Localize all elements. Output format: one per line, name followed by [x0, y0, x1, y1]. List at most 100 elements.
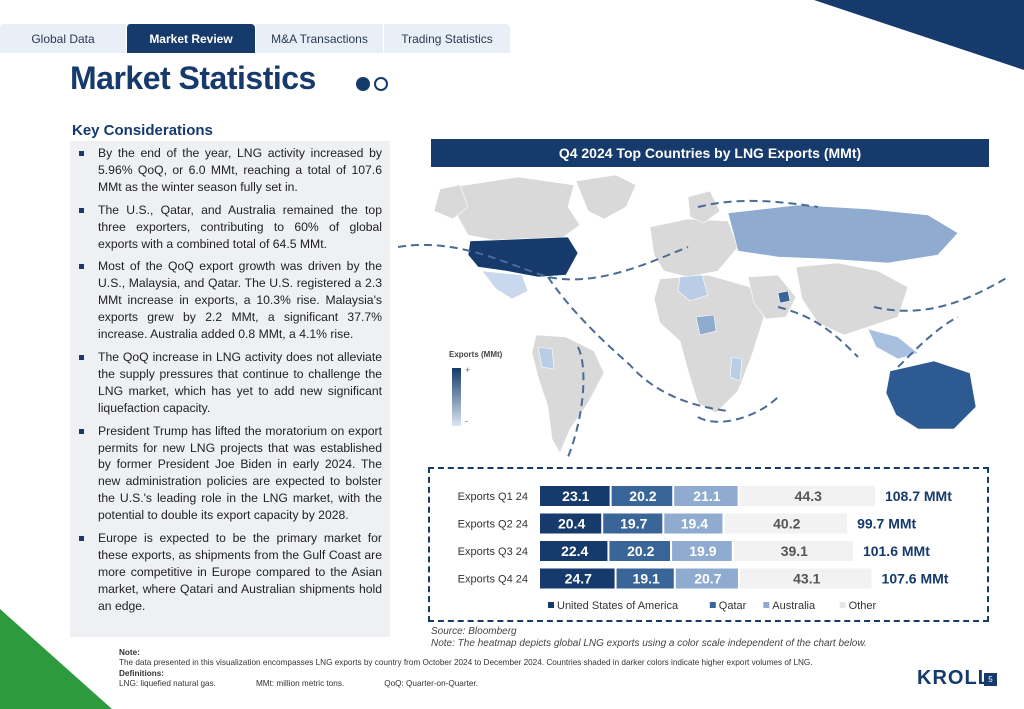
- bar-segment: [609, 541, 671, 561]
- map-legend-gradient: [452, 368, 461, 426]
- bar-total-label: 107.6 MMt: [882, 571, 949, 587]
- map-legend-label: Exports (MMt): [449, 350, 503, 359]
- map-legend: Exports (MMt) + -: [449, 350, 529, 430]
- bar-segment: [540, 568, 615, 589]
- bar-segment: [540, 513, 602, 534]
- tab-ma-transactions[interactable]: M&A Transactions: [255, 24, 383, 53]
- bar-total-label: 99.7 MMt: [857, 516, 916, 532]
- map-title: Q4 2024 Top Countries by LNG Exports (MM…: [431, 139, 989, 167]
- bullet-item: Europe is expected to be the primary mar…: [78, 530, 382, 615]
- map-africa: [653, 274, 765, 414]
- bar-segment: [664, 513, 723, 534]
- bar-category-label: Exports Q3 24: [458, 546, 528, 558]
- legend-swatch: [548, 602, 554, 608]
- bar-value-label: 20.4: [558, 516, 585, 532]
- legend-label: United States of America: [557, 600, 679, 612]
- map-mozambique: [729, 356, 743, 382]
- map-mexico: [481, 270, 529, 300]
- bar-segment: [739, 568, 872, 589]
- tab-market-review[interactable]: Market Review: [126, 24, 255, 53]
- bar-value-label: 43.1: [793, 571, 820, 587]
- bar-value-label: 39.1: [781, 543, 808, 559]
- route-australia-asia: [897, 316, 959, 368]
- bar-category-label: Exports Q4 24: [458, 574, 528, 586]
- exports-bar-chart: Exports Q1 24 23.1 20.2 21.1 44.3 108.7 MMt Ex…: [428, 467, 989, 622]
- key-considerations-box: By the end of the year, LNG activity inc…: [70, 141, 390, 637]
- page-title: Market Statistics: [70, 60, 316, 96]
- route-cape: [697, 396, 779, 423]
- bullet-item: The U.S., Qatar, and Australia remained …: [78, 202, 382, 253]
- source-text: Source: Bloomberg: [431, 626, 517, 637]
- tab-global-data[interactable]: Global Data: [0, 24, 126, 53]
- def-qoq: QoQ: Quarter-on-Quarter.: [384, 679, 478, 689]
- bar-value-label: 19.4: [681, 516, 708, 532]
- bar-category-label: Exports Q2 24: [458, 519, 528, 531]
- legend-swatch: [763, 602, 770, 608]
- bar-segment: [616, 568, 674, 589]
- legend-swatch: [839, 602, 846, 608]
- kroll-logo: KROLL: [917, 667, 991, 689]
- bar-total-label: 108.7 MMt: [885, 488, 952, 504]
- map-nigeria: [695, 314, 717, 336]
- page-dot-active: [356, 77, 370, 91]
- map-peru: [537, 346, 555, 370]
- footnote-defs-label: Definitions:: [119, 668, 165, 678]
- bar-value-label: 21.1: [693, 488, 720, 504]
- tab-bar: Global Data Market Review M&A Transactio…: [0, 24, 510, 53]
- map-legend-plus: +: [465, 365, 471, 375]
- route-south-atlantic: [567, 346, 585, 458]
- bar-segment: [540, 486, 610, 506]
- footnote-defs: LNG: liquefied natural gas. MMt: million…: [119, 679, 813, 689]
- bar-value-label: 20.2: [627, 543, 654, 559]
- footnote-note-label: Note:: [119, 648, 140, 657]
- key-considerations-list: By the end of the year, LNG activity inc…: [78, 145, 382, 615]
- bar-category-label: Exports Q1 24: [458, 491, 528, 503]
- bar-segment: [733, 541, 853, 561]
- bullet-item: The QoQ increase in LNG activity does no…: [78, 349, 382, 417]
- source-note: Source: Bloomberg Note: The heatmap depi…: [431, 626, 867, 650]
- decor-triangle-top: [814, 0, 1024, 70]
- exports-bar-chart-svg: Exports Q1 24 23.1 20.2 21.1 44.3 108.7 MMt Ex…: [458, 486, 952, 612]
- def-lng: LNG: liquefied natural gas.: [119, 679, 216, 689]
- map-scandinavia: [687, 190, 721, 224]
- page-indicator: [356, 77, 388, 91]
- bar-total-label: 101.6 MMt: [863, 543, 930, 559]
- bar-value-label: 22.4: [561, 543, 588, 559]
- bar-value-label: 20.2: [629, 488, 656, 504]
- route-us-asia: [547, 276, 729, 412]
- tab-trading-statistics[interactable]: Trading Statistics: [383, 24, 510, 53]
- legend-label: Australia: [772, 600, 816, 612]
- bar-value-label: 20.7: [694, 571, 721, 587]
- world-heatmap: [398, 174, 1008, 458]
- bar-segment: [675, 568, 738, 589]
- bullet-item: President Trump has lifted the moratoriu…: [78, 423, 382, 524]
- map-usa: [467, 236, 579, 278]
- footnote-note-text: The data presented in this visualization…: [119, 658, 813, 668]
- route-arctic: [697, 199, 819, 208]
- map-alaska: [433, 184, 469, 220]
- bar-segment: [540, 541, 608, 561]
- page-number: 5: [984, 673, 997, 686]
- legend-swatch: [709, 602, 716, 608]
- bullet-item: By the end of the year, LNG activity inc…: [78, 145, 382, 196]
- map-note-text: Note: The heatmap depicts global LNG exp…: [431, 638, 867, 649]
- map-legend-minus: -: [465, 416, 468, 426]
- map-russia: [727, 204, 959, 264]
- map-algeria: [677, 274, 709, 302]
- map-canada: [452, 176, 581, 244]
- bar-segment: [674, 486, 738, 506]
- bullet-item: Most of the QoQ export growth was driven…: [78, 258, 382, 343]
- footnote: Note: The data presented in this visuali…: [119, 648, 813, 690]
- bar-value-label: 44.3: [795, 488, 822, 504]
- map-asia: [795, 262, 909, 336]
- legend-label: Qatar: [719, 600, 747, 612]
- legend-label: Other: [849, 600, 877, 612]
- map-qatar: [777, 290, 791, 304]
- map-europe: [649, 218, 739, 278]
- def-mmt: MMt: million metric tons.: [255, 679, 345, 689]
- key-considerations-heading: Key Considerations: [72, 122, 213, 139]
- bar-segment: [739, 486, 875, 506]
- bar-segment: [672, 541, 732, 561]
- route-us-europe: [398, 243, 689, 281]
- bar-value-label: 24.7: [565, 571, 592, 587]
